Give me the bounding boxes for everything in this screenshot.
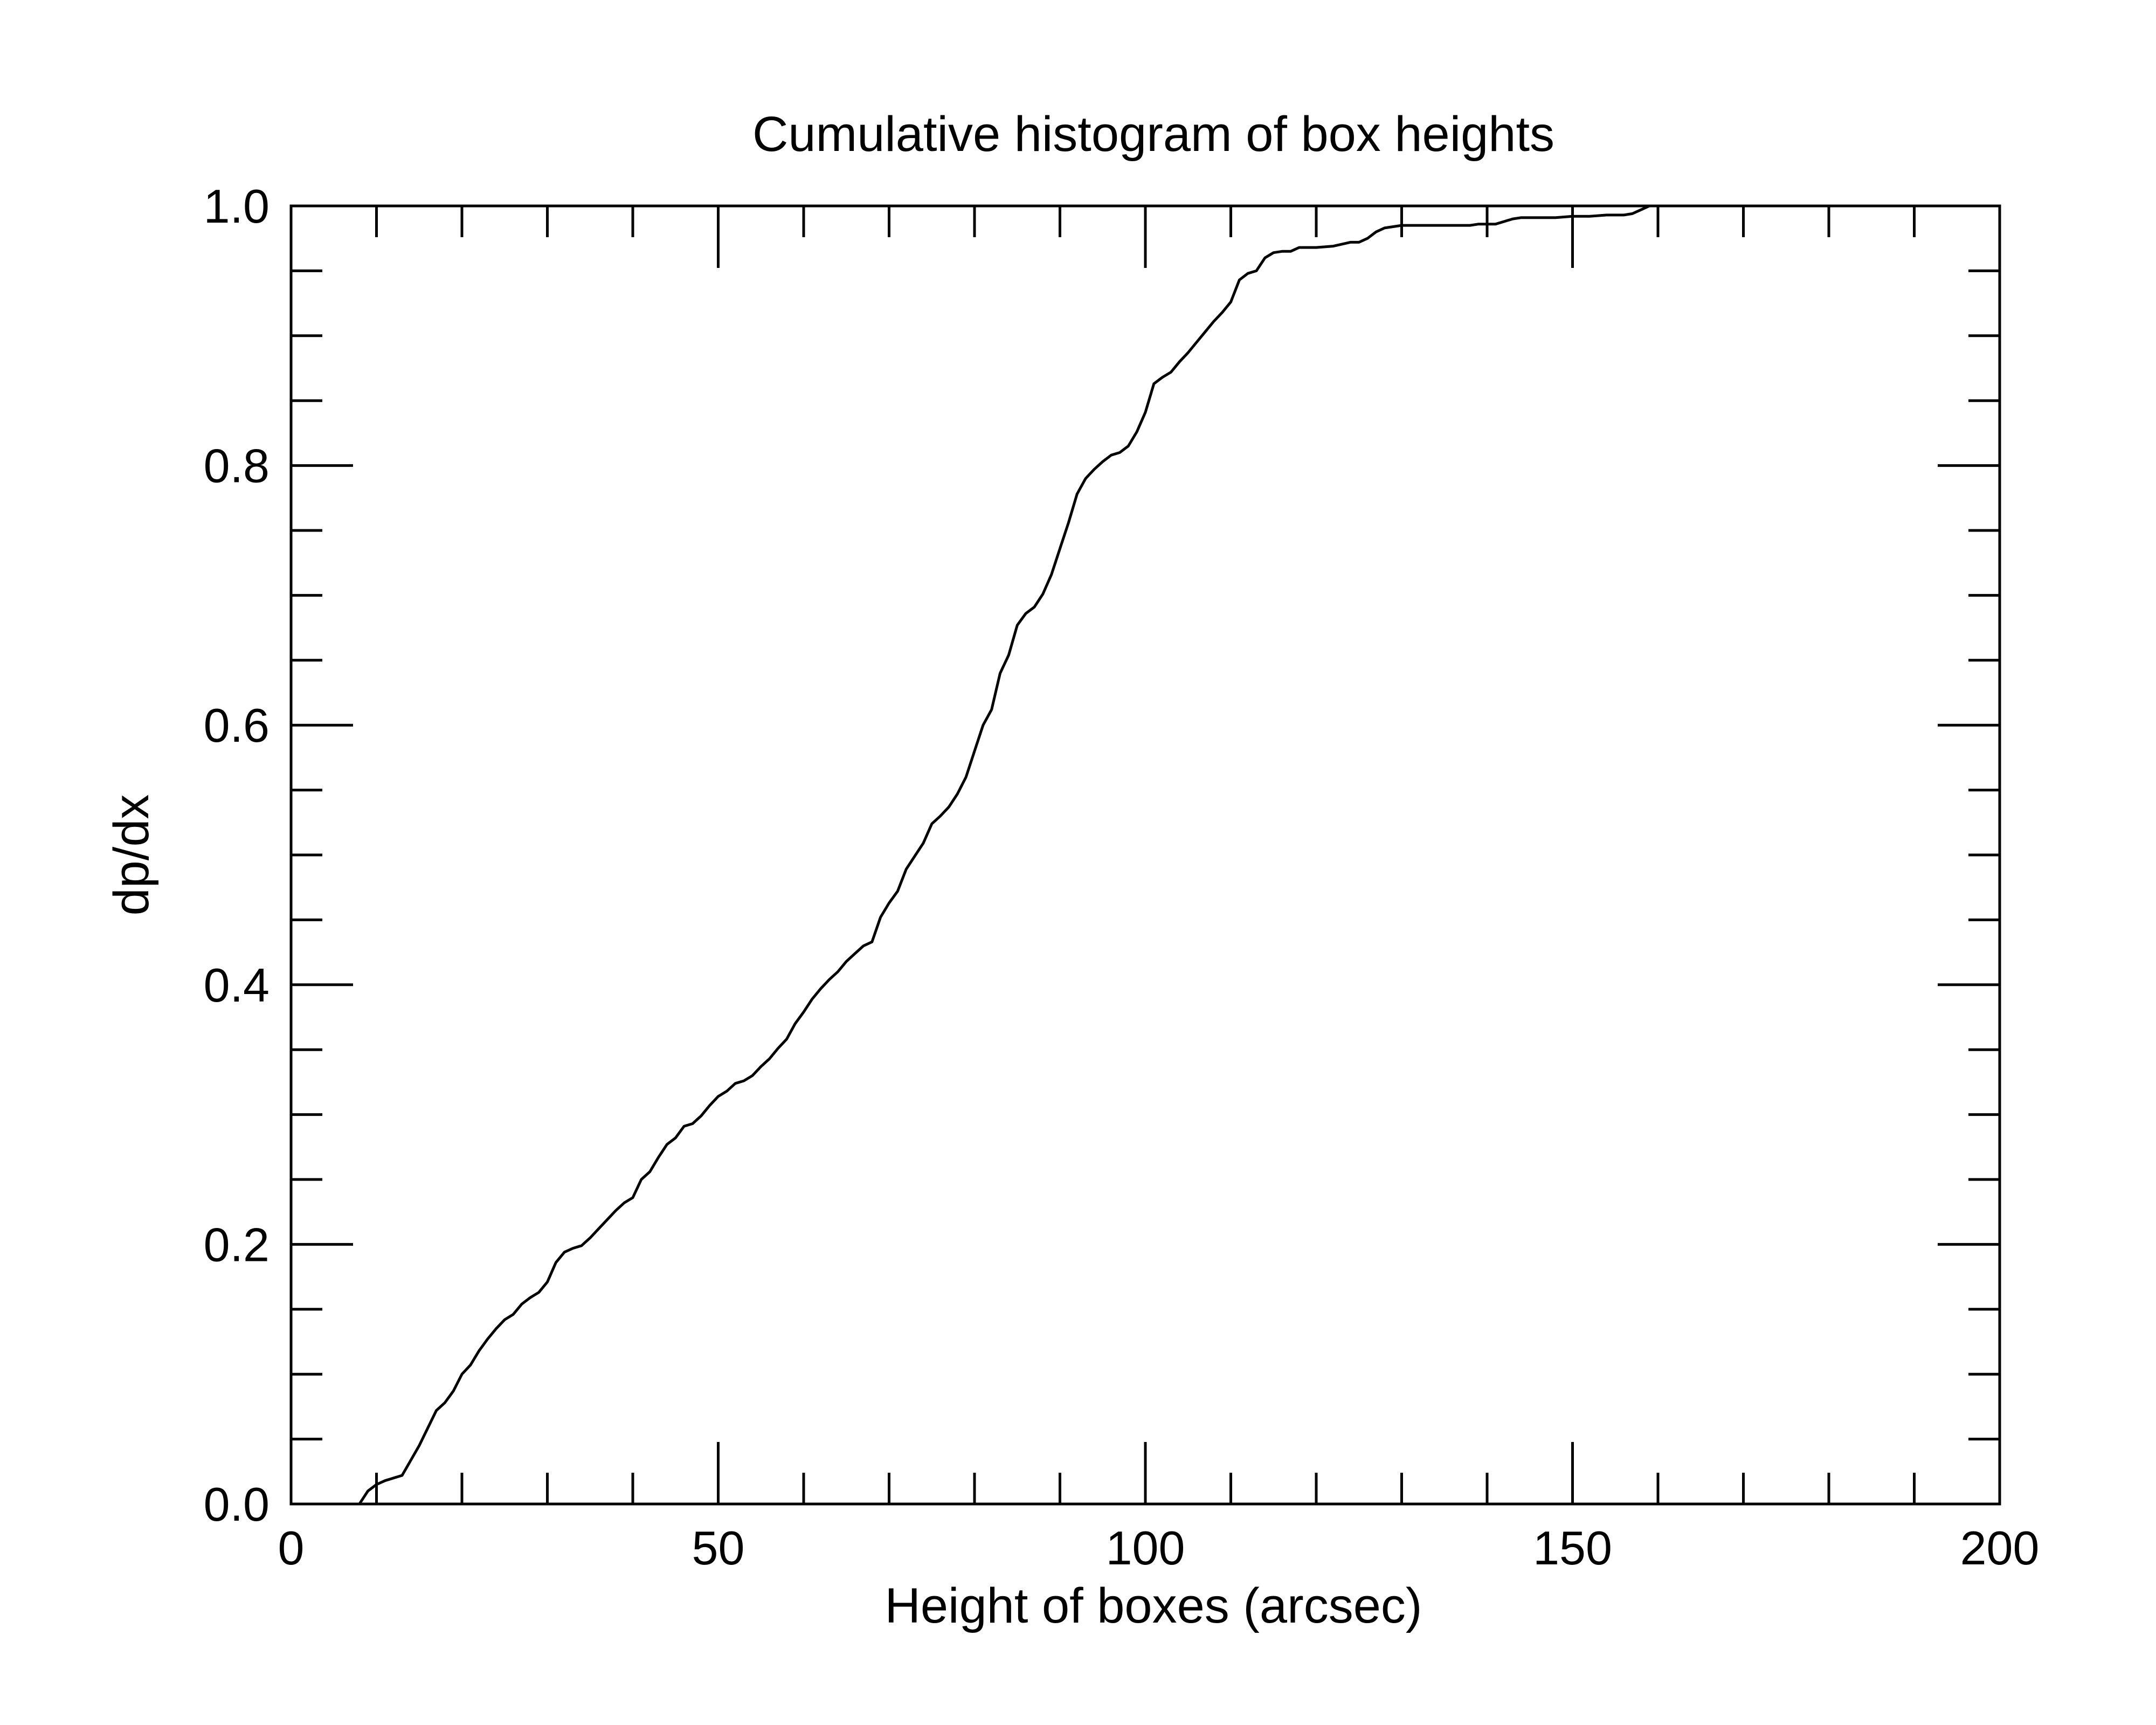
y-tick-label: 0.0 — [204, 1478, 270, 1531]
y-tick-label: 0.8 — [204, 439, 270, 493]
chart-title: Cumulative histogram of box heights — [752, 107, 1554, 162]
y-axis-label: dp/dx — [104, 794, 159, 915]
x-tick-label: 150 — [1533, 1521, 1612, 1575]
x-tick-label: 50 — [692, 1521, 745, 1575]
x-axis-label: Height of boxes (arcsec) — [884, 1578, 1422, 1633]
labels-layer: 0 50 100 150 200 0.0 0.2 0.4 0.6 0.8 1.0 — [204, 180, 2040, 1575]
plot-frame — [289, 204, 2001, 1506]
cumulative-line-series — [291, 204, 2000, 1506]
x-tick-label: 100 — [1106, 1521, 1185, 1575]
x-tick-label: 0 — [278, 1521, 305, 1575]
y-tick-label: 0.2 — [204, 1218, 270, 1271]
y-tick-label: 1.0 — [204, 180, 270, 233]
x-tick-label: 200 — [1960, 1521, 2040, 1575]
ticks-layer — [289, 204, 2001, 1506]
line-layer — [291, 204, 2000, 1506]
y-tick-label: 0.6 — [204, 699, 270, 752]
y-tick-label: 0.4 — [204, 958, 270, 1012]
